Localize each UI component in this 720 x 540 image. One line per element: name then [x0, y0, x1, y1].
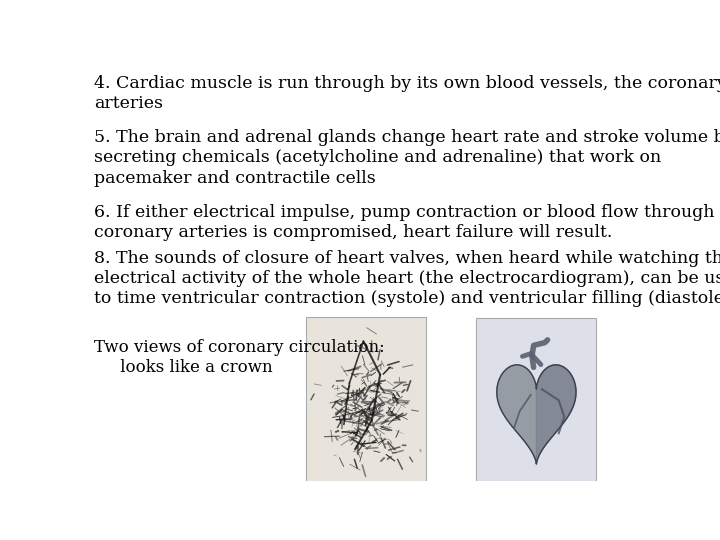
- Text: 8. The sounds of closure of heart valves, when heard while watching the
electric: 8. The sounds of closure of heart valves…: [94, 250, 720, 307]
- Text: 5. The brain and adrenal glands change heart rate and stroke volume by
secreting: 5. The brain and adrenal glands change h…: [94, 129, 720, 187]
- Polygon shape: [536, 365, 576, 464]
- Text: Two views of coronary circulation:
     looks like a crown: Two views of coronary circulation: looks…: [94, 339, 385, 376]
- Polygon shape: [497, 365, 576, 464]
- Text: 4. Cardiac muscle is run through by its own blood vessels, the coronary
arteries: 4. Cardiac muscle is run through by its …: [94, 75, 720, 112]
- Text: 6. If either electrical impulse, pump contraction or blood flow through
coronary: 6. If either electrical impulse, pump co…: [94, 204, 715, 241]
- Bar: [477, 319, 596, 485]
- Bar: [306, 318, 426, 482]
